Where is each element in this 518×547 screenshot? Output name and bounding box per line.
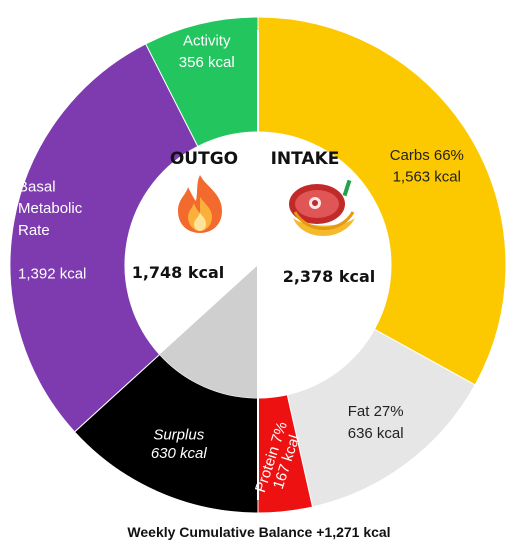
footer-balance: Weekly Cumulative Balance +1,271 kcal [127, 524, 391, 540]
label-surplus-line: Surplus [153, 426, 204, 443]
label-activity: Activity 356 kcal [179, 32, 235, 71]
label-carbs-line: Carbs 66% [390, 147, 464, 164]
fire-icon [178, 175, 222, 233]
surplus-inner-wedge [159, 265, 258, 398]
intake-total: 2,378 kcal [283, 267, 376, 286]
outgo-total: 1,748 kcal [132, 263, 225, 282]
label-surplus: Surplus 630 kcal [151, 426, 208, 462]
label-bmr-line: 1,392 kcal [18, 265, 86, 282]
label-bmr: Basal Metabolic Rate 1,392 kcal [18, 178, 86, 282]
label-bmr-line: Rate [18, 222, 50, 239]
label-activity-line: Activity [183, 32, 231, 49]
label-bmr-line: Basal [18, 178, 56, 195]
donut-segments [9, 16, 507, 514]
label-carbs: Carbs 66% 1,563 kcal [390, 147, 464, 186]
intake-heading: INTAKE [271, 149, 340, 169]
label-fat-line: 636 kcal [348, 425, 404, 442]
label-surplus-line: 630 kcal [151, 445, 208, 462]
food-icon [289, 179, 355, 236]
label-fat: Fat 27% 636 kcal [348, 403, 404, 442]
label-activity-line: 356 kcal [179, 54, 235, 71]
label-bmr-line: Metabolic [18, 200, 83, 217]
outgo-heading: OUTGO [170, 149, 238, 169]
label-fat-line: Fat 27% [348, 403, 404, 420]
label-carbs-line: 1,563 kcal [393, 169, 461, 186]
